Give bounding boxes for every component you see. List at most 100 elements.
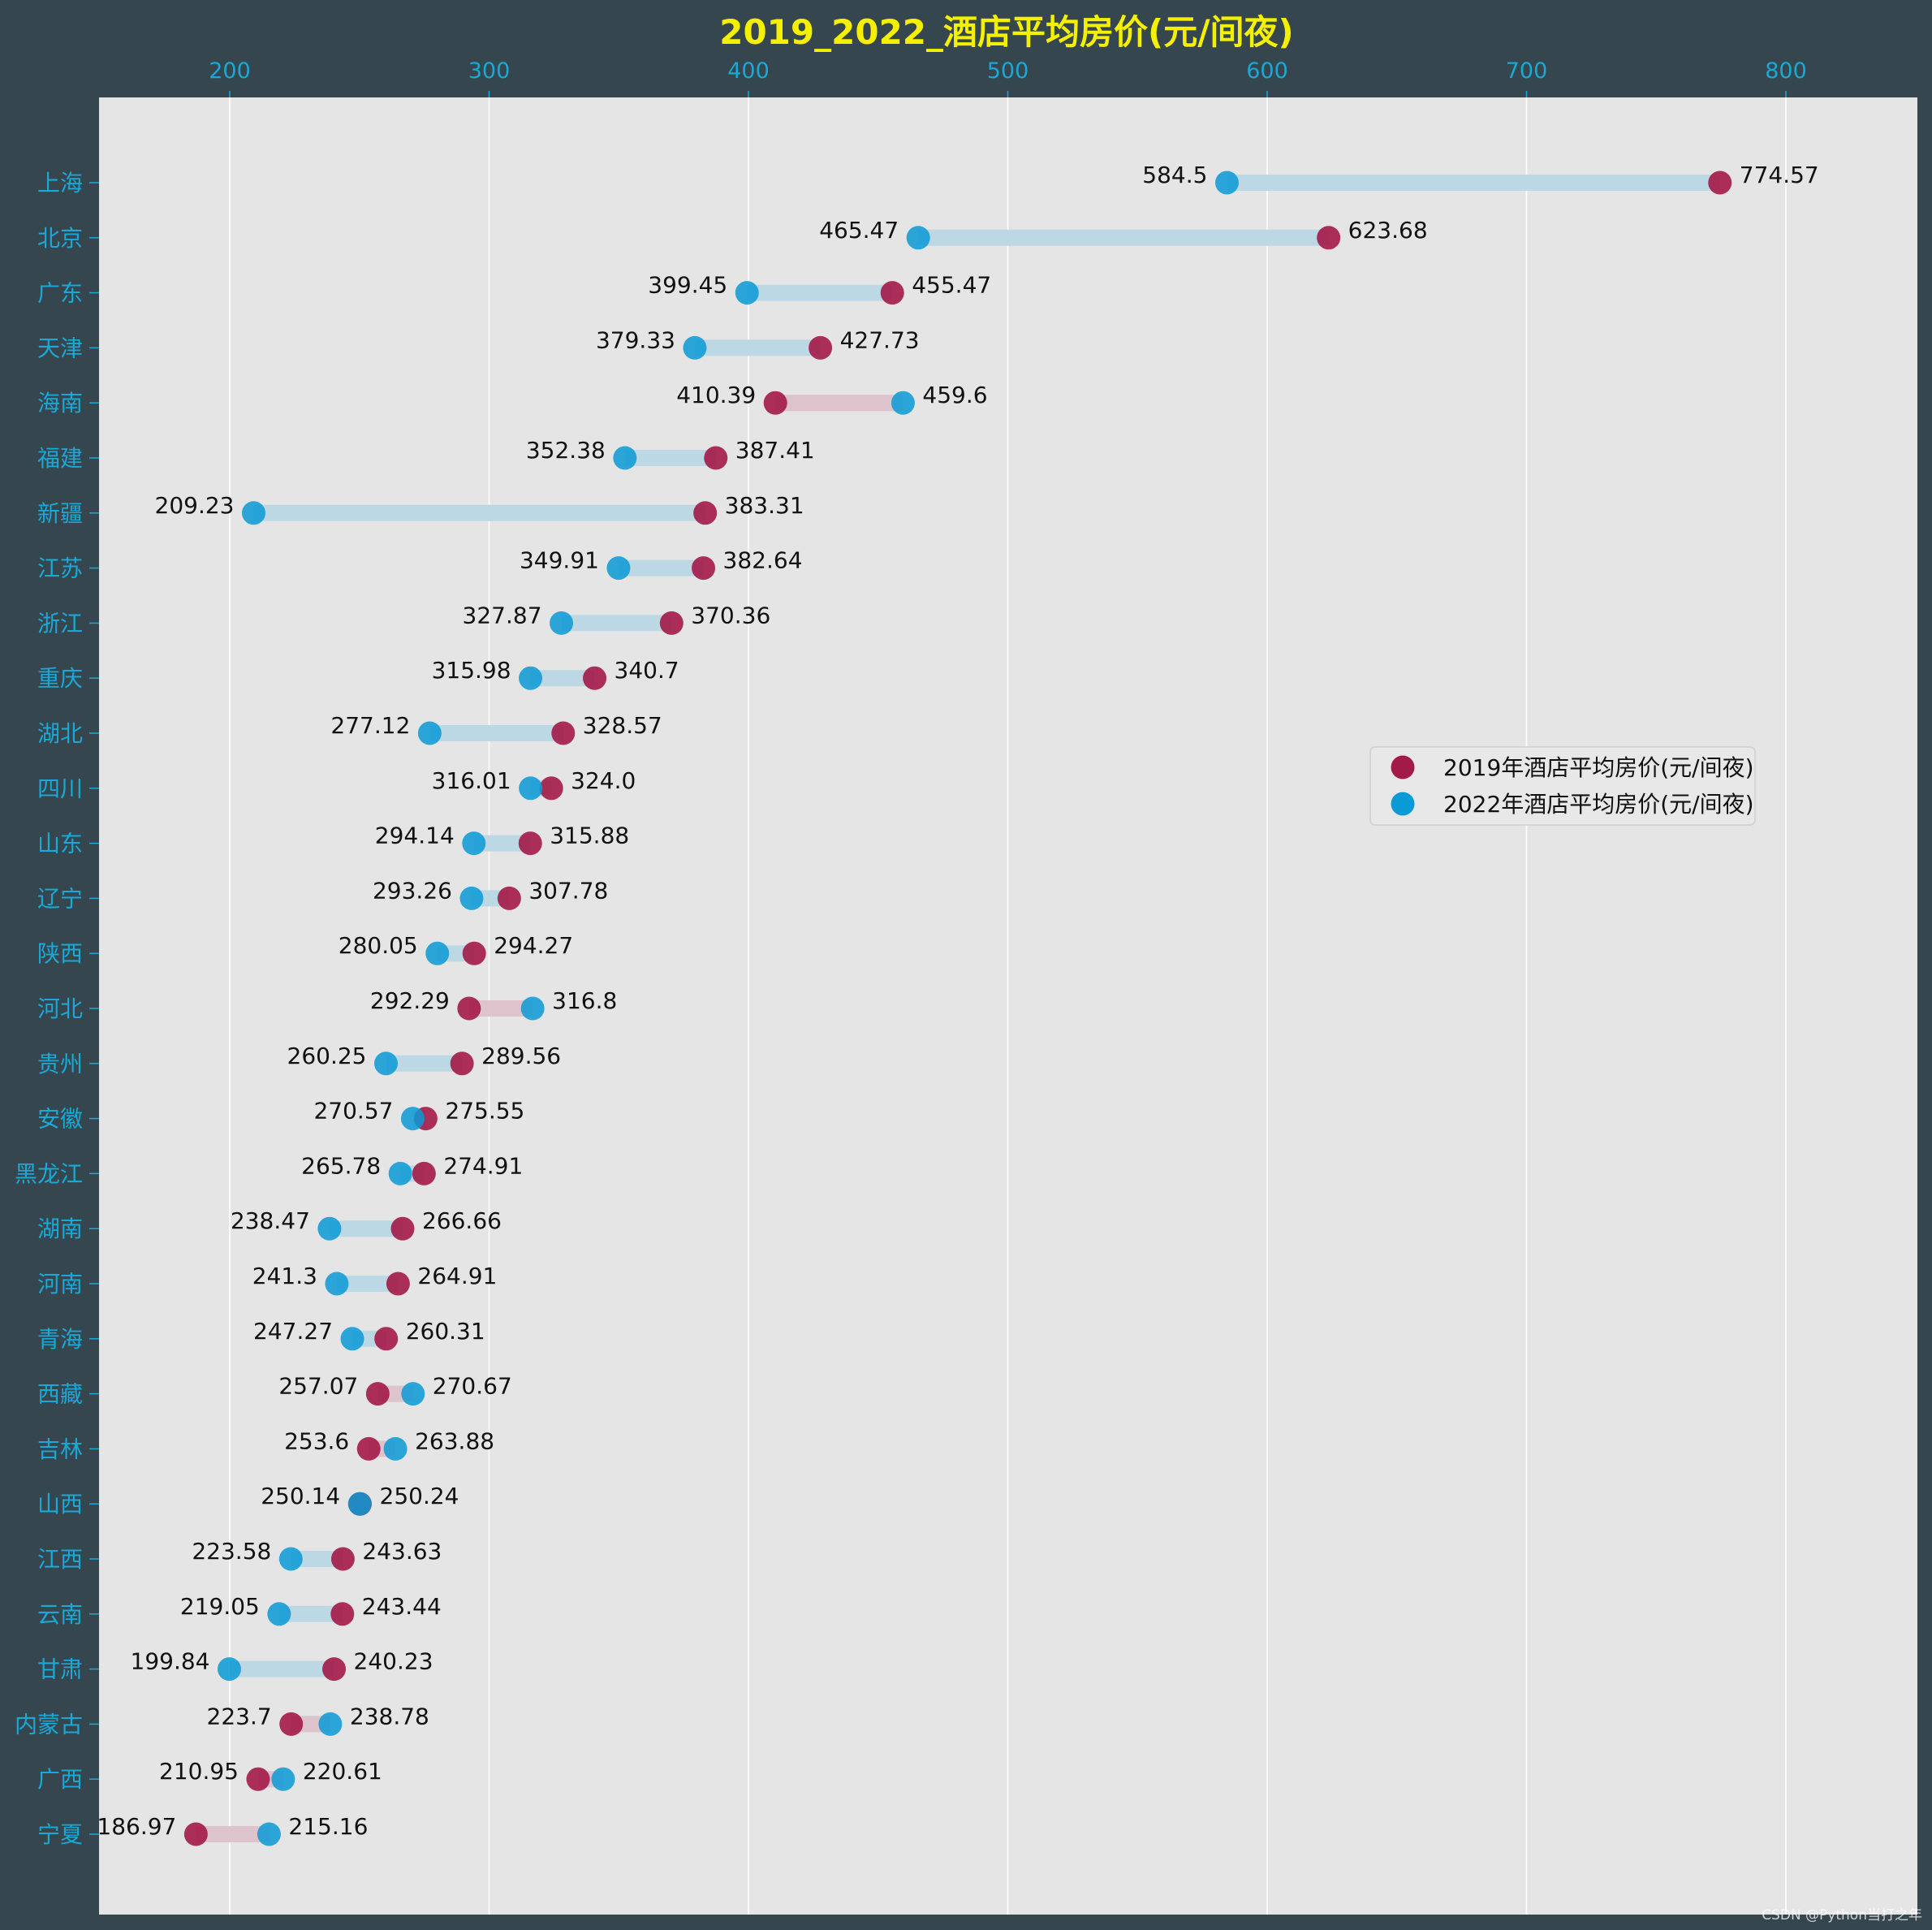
x-tick-label: 400: [727, 58, 770, 84]
value-label-low: 292.29: [370, 987, 450, 1014]
value-label-low: 277.12: [330, 712, 410, 739]
watermark-credit: CSDN @Python当打之年: [1762, 1907, 1922, 1924]
value-label-low: 210.95: [159, 1758, 239, 1785]
point-2022: [519, 666, 543, 690]
legend-box: [1369, 746, 1756, 826]
point-2022: [373, 1051, 398, 1076]
value-label-high: 340.7: [615, 657, 679, 684]
category-label: 内蒙古: [15, 1711, 83, 1738]
value-label-low: 294.14: [375, 823, 455, 849]
value-label-high: 266.66: [422, 1207, 502, 1234]
category-label: 广东: [37, 280, 83, 307]
x-tick-label: 200: [209, 58, 251, 84]
point-2022: [257, 1822, 281, 1846]
x-tick-label: 700: [1506, 58, 1548, 84]
value-label-low: 316.01: [432, 767, 511, 794]
value-label-high: 250.24: [380, 1483, 459, 1509]
value-label-high: 215.16: [288, 1813, 368, 1840]
point-2022: [217, 1657, 241, 1682]
chart-title: 2019_2022_酒店平均房价(元/间夜): [719, 12, 1294, 52]
point-2019: [763, 391, 787, 415]
point-2019: [356, 1436, 381, 1461]
point-2022: [317, 1216, 342, 1241]
point-2022: [278, 1547, 303, 1571]
value-label-low: 349.91: [520, 547, 599, 574]
value-label-high: 427.73: [840, 326, 920, 353]
value-label-low: 253.6: [284, 1427, 349, 1454]
legend-marker-2022: [1391, 792, 1415, 816]
legend-label-2022: 2022年酒店平均房价(元/间夜): [1443, 791, 1754, 818]
value-label-high: 387.41: [735, 437, 815, 464]
point-2022: [425, 941, 450, 965]
value-label-high: 370.36: [691, 602, 770, 628]
value-label-high: 220.61: [303, 1758, 382, 1785]
value-label-high: 274.91: [443, 1152, 523, 1179]
value-label-low: 219.05: [180, 1593, 260, 1620]
point-2022: [606, 556, 631, 581]
value-label-low: 280.05: [339, 932, 418, 959]
value-label-high: 383.31: [725, 492, 804, 519]
value-label-high: 260.31: [406, 1318, 485, 1345]
value-label-low: 199.84: [131, 1648, 210, 1675]
legend-marker-2019: [1391, 755, 1415, 779]
point-2019: [462, 941, 486, 965]
point-2022: [891, 391, 915, 415]
point-2019: [551, 721, 576, 745]
x-tick-label: 500: [987, 58, 1029, 84]
x-tick-label: 800: [1765, 58, 1807, 84]
point-2022: [401, 1382, 425, 1406]
point-2019: [330, 1602, 355, 1626]
category-label: 四川: [37, 775, 83, 802]
point-2019: [330, 1547, 355, 1571]
category-label: 青海: [37, 1326, 83, 1353]
category-label: 福建: [37, 445, 83, 472]
point-2019: [539, 776, 563, 801]
point-2022: [683, 335, 707, 360]
category-label: 甘肃: [37, 1656, 83, 1683]
category-label: 吉林: [37, 1436, 83, 1462]
category-label: 安徽: [37, 1106, 83, 1133]
category-label: 陕西: [37, 940, 83, 967]
point-2022: [462, 831, 486, 856]
point-2019: [183, 1822, 208, 1846]
category-label: 山西: [37, 1491, 83, 1518]
value-label-low: 399.45: [648, 272, 727, 299]
category-label: 河北: [37, 995, 83, 1022]
point-2019: [659, 611, 684, 635]
value-label-high: 774.57: [1740, 162, 1819, 188]
point-2022: [613, 446, 637, 470]
category-label: 贵州: [37, 1051, 83, 1077]
category-label: 云南: [37, 1601, 83, 1628]
value-label-high: 324.0: [571, 767, 636, 794]
point-2019: [880, 281, 904, 305]
point-2022: [318, 1712, 343, 1736]
point-2022: [1214, 171, 1239, 195]
category-label: 黑龙江: [15, 1160, 83, 1187]
value-label-high: 275.55: [445, 1098, 524, 1125]
point-2019: [390, 1216, 415, 1241]
category-label: 海南: [37, 390, 83, 417]
point-2022: [383, 1436, 408, 1461]
point-2019: [692, 556, 716, 581]
value-label-low: 410.39: [676, 382, 756, 408]
category-label: 湖北: [37, 720, 83, 747]
point-2019: [322, 1657, 347, 1682]
point-2019: [374, 1327, 399, 1351]
point-2022: [906, 226, 930, 250]
value-label-low: 223.58: [192, 1538, 271, 1565]
category-label: 天津: [37, 335, 83, 361]
value-label-low: 352.38: [526, 437, 606, 464]
value-label-low: 465.47: [819, 217, 899, 244]
point-2019: [457, 996, 481, 1021]
value-label-high: 238.78: [350, 1703, 429, 1729]
legend: 2019年酒店平均房价(元/间夜) 2022年酒店平均房价(元/间夜): [1369, 746, 1756, 826]
category-label: 西藏: [37, 1381, 83, 1408]
point-2019: [246, 1767, 270, 1791]
value-label-low: 265.78: [301, 1152, 381, 1179]
value-label-low: 250.14: [261, 1483, 340, 1509]
point-2022: [417, 721, 442, 745]
value-label-high: 270.67: [433, 1373, 512, 1400]
point-2022: [550, 611, 574, 635]
point-2019: [1708, 171, 1732, 195]
